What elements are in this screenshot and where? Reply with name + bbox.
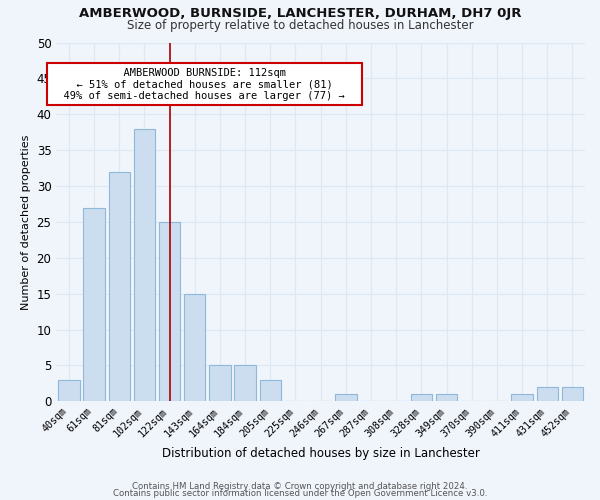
Bar — [159, 222, 180, 402]
Text: Contains public sector information licensed under the Open Government Licence v3: Contains public sector information licen… — [113, 489, 487, 498]
Text: Contains HM Land Registry data © Crown copyright and database right 2024.: Contains HM Land Registry data © Crown c… — [132, 482, 468, 491]
Bar — [109, 172, 130, 402]
Bar — [58, 380, 80, 402]
Bar — [209, 366, 230, 402]
Bar — [410, 394, 432, 402]
Bar — [536, 387, 558, 402]
Bar — [83, 208, 105, 402]
Bar — [134, 128, 155, 402]
Bar — [436, 394, 457, 402]
Bar — [235, 366, 256, 402]
Bar — [184, 294, 205, 402]
Y-axis label: Number of detached properties: Number of detached properties — [21, 134, 31, 310]
X-axis label: Distribution of detached houses by size in Lanchester: Distribution of detached houses by size … — [162, 447, 479, 460]
Bar — [511, 394, 533, 402]
Text: AMBERWOOD BURNSIDE: 112sqm  
  ← 51% of detached houses are smaller (81)  
  49%: AMBERWOOD BURNSIDE: 112sqm ← 51% of deta… — [51, 68, 358, 101]
Bar — [260, 380, 281, 402]
Bar — [562, 387, 583, 402]
Text: AMBERWOOD, BURNSIDE, LANCHESTER, DURHAM, DH7 0JR: AMBERWOOD, BURNSIDE, LANCHESTER, DURHAM,… — [79, 8, 521, 20]
Bar — [335, 394, 356, 402]
Text: Size of property relative to detached houses in Lanchester: Size of property relative to detached ho… — [127, 19, 473, 32]
